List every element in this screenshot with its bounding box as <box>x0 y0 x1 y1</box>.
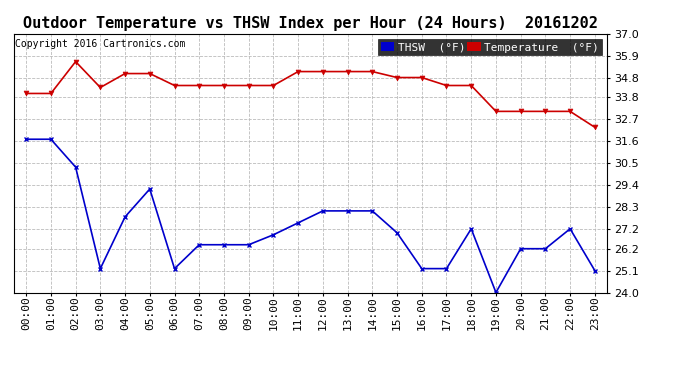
Title: Outdoor Temperature vs THSW Index per Hour (24 Hours)  20161202: Outdoor Temperature vs THSW Index per Ho… <box>23 16 598 31</box>
Legend: THSW  (°F), Temperature  (°F): THSW (°F), Temperature (°F) <box>378 39 602 55</box>
Text: Copyright 2016 Cartronics.com: Copyright 2016 Cartronics.com <box>15 39 186 49</box>
